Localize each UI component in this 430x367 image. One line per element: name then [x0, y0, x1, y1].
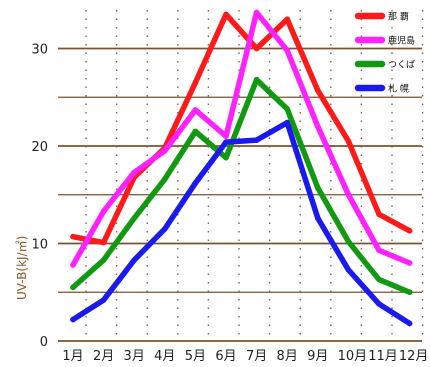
data-point — [192, 79, 199, 86]
data-point — [100, 297, 107, 303]
data-point — [345, 238, 352, 245]
x-tick-label: 1月 — [62, 349, 83, 364]
x-tick-label: 12月 — [399, 349, 429, 364]
data-point — [131, 215, 137, 221]
data-point — [70, 233, 76, 240]
data-point — [376, 276, 382, 283]
data-point — [253, 9, 260, 16]
data-point — [162, 176, 168, 182]
data-point — [100, 208, 107, 215]
y-tick-label: 30 — [31, 43, 48, 58]
data-point — [284, 106, 291, 112]
data-point — [70, 262, 76, 268]
series-lines — [70, 9, 413, 327]
y-tick-label: 20 — [31, 140, 48, 155]
legend-label: 札 幌 — [388, 83, 409, 95]
legend-label: 鹿児島 — [388, 35, 415, 47]
data-point — [284, 47, 291, 54]
data-point — [406, 320, 413, 327]
data-point — [223, 139, 229, 145]
x-tick-label: 9月 — [307, 349, 328, 364]
data-point — [192, 107, 199, 113]
x-tick-label: 5月 — [185, 349, 206, 364]
x-tick-label: 7月 — [246, 349, 267, 364]
x-tick-label: 10月 — [338, 349, 368, 364]
x-tick-label: 11月 — [368, 349, 398, 364]
y-tick-label: 10 — [31, 238, 48, 253]
data-point — [376, 301, 382, 307]
data-point — [162, 148, 168, 154]
data-point — [70, 316, 76, 323]
data-point — [315, 87, 321, 94]
series-line-4 — [70, 119, 413, 327]
data-point — [406, 228, 413, 234]
data-point — [192, 180, 199, 186]
data-point — [406, 289, 413, 296]
y-tick-label: 0 — [40, 335, 48, 350]
data-point — [376, 211, 382, 218]
data-point — [100, 257, 107, 263]
data-point — [253, 45, 260, 52]
data-point — [315, 185, 321, 191]
data-point — [345, 267, 352, 273]
series-line-2 — [70, 9, 413, 268]
data-point — [406, 260, 413, 266]
data-point — [345, 191, 352, 198]
data-point — [100, 239, 107, 246]
y-axis-label: UV-B(kJ/㎡) — [15, 236, 29, 300]
data-point — [253, 137, 260, 143]
data-point — [284, 16, 291, 23]
data-point — [131, 169, 137, 176]
legend-label: つくば — [388, 60, 415, 71]
x-tick-label: 3月 — [124, 349, 145, 364]
legend-label: 那 覇 — [388, 12, 409, 23]
data-point — [223, 133, 229, 140]
x-tick-label: 6月 — [215, 349, 236, 364]
x-tick-label: 2月 — [93, 349, 114, 364]
series-line-1 — [70, 11, 413, 246]
data-point — [162, 226, 168, 232]
data-point — [192, 128, 199, 135]
x-tick-label: 4月 — [154, 349, 175, 364]
y-tick-labels: 0 10 20 30 — [31, 43, 48, 351]
x-tick-label: 8月 — [277, 349, 298, 364]
data-point — [223, 154, 229, 161]
data-point — [131, 257, 137, 263]
data-point — [345, 138, 352, 144]
data-point — [315, 123, 321, 130]
data-point — [223, 11, 229, 18]
data-point — [253, 76, 260, 83]
data-point — [376, 247, 382, 254]
x-tick-labels: 1月 2月 3月 4月 5月 6月 7月 8月 9月 10月 11月 12月 — [62, 349, 428, 364]
series-line-3 — [70, 76, 413, 295]
data-point — [315, 215, 321, 221]
data-point — [284, 119, 291, 126]
data-point — [70, 284, 76, 291]
